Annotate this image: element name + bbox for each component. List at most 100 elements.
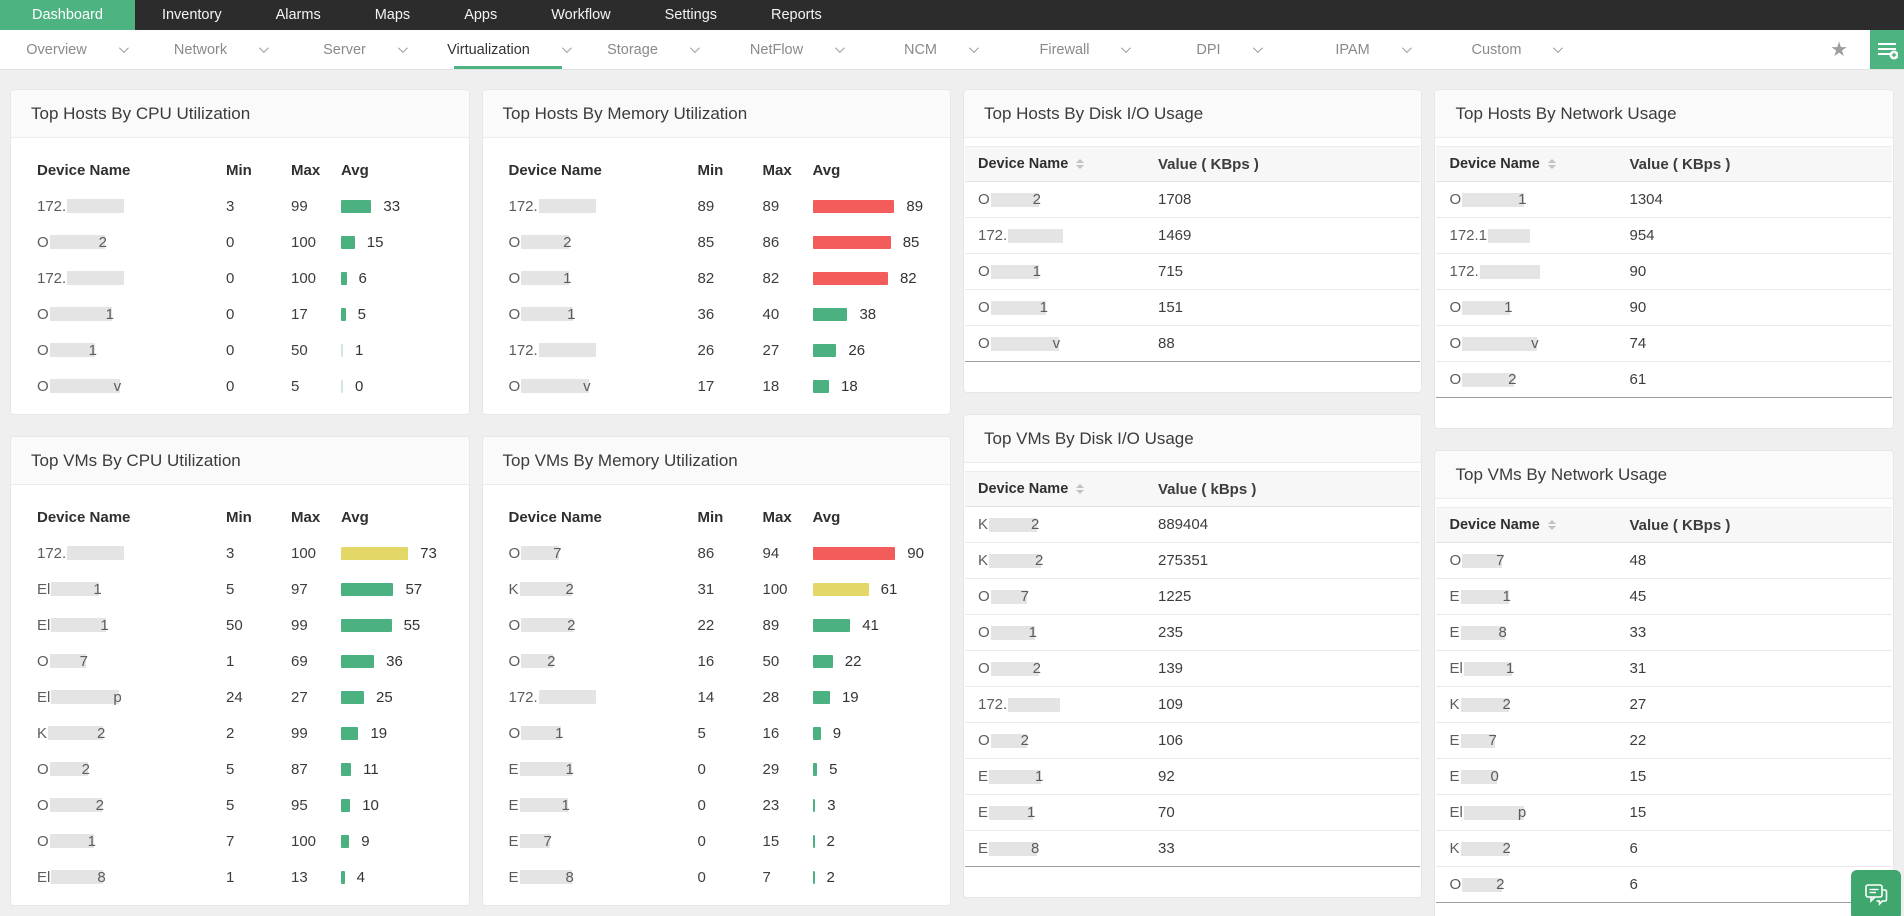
- device-name-link[interactable]: O 2: [37, 234, 226, 251]
- device-name-link[interactable]: 172.1: [1449, 227, 1531, 244]
- tab-overview[interactable]: Overview: [4, 30, 148, 69]
- device-name-link[interactable]: O 2: [37, 761, 226, 778]
- tab-server[interactable]: Server: [292, 30, 436, 69]
- device-name-link[interactable]: O 1: [978, 263, 1041, 280]
- device-name-link[interactable]: K 2: [37, 725, 226, 742]
- chevron-down-icon[interactable]: [118, 43, 129, 54]
- device-name-link[interactable]: O 1: [978, 299, 1048, 316]
- nav-item-alarms[interactable]: Alarms: [275, 7, 321, 23]
- col-header-device[interactable]: Device Name: [1436, 517, 1629, 533]
- device-name-link[interactable]: O v: [1449, 335, 1538, 352]
- device-name-link[interactable]: E 8: [1449, 624, 1506, 641]
- device-name-link[interactable]: O 1: [37, 342, 226, 359]
- chevron-down-icon[interactable]: [561, 43, 572, 54]
- device-name-link[interactable]: E 0: [1449, 768, 1498, 785]
- device-name-link[interactable]: O 2: [1449, 876, 1504, 893]
- chevron-down-icon[interactable]: [968, 43, 979, 54]
- device-name-link[interactable]: K 2: [1449, 696, 1510, 713]
- col-header-value[interactable]: Value ( KBps ): [1629, 516, 1731, 534]
- device-name-link[interactable]: O 1: [509, 725, 698, 742]
- device-name-link[interactable]: 172.: [509, 342, 698, 359]
- device-name-link[interactable]: O 7: [1449, 552, 1504, 569]
- device-name-link[interactable]: El p: [37, 689, 226, 706]
- nav-item-settings[interactable]: Settings: [664, 7, 718, 23]
- device-name-link[interactable]: E 1: [1449, 588, 1510, 605]
- device-name-link[interactable]: O 1: [978, 624, 1037, 641]
- device-name-link[interactable]: K 2: [1449, 840, 1510, 857]
- device-name-link[interactable]: El 8: [37, 869, 226, 886]
- device-name-link[interactable]: O 2: [509, 234, 698, 251]
- device-name-link[interactable]: E 7: [1449, 732, 1496, 749]
- chevron-down-icon[interactable]: [1121, 43, 1132, 54]
- device-name-link[interactable]: O 2: [1449, 371, 1516, 388]
- device-name-link[interactable]: E 7: [509, 833, 698, 850]
- device-name-link[interactable]: O 2: [37, 797, 226, 814]
- device-name-link[interactable]: 172.: [978, 227, 1064, 244]
- tab-virtualization[interactable]: Virtualization: [436, 30, 580, 69]
- device-name-link[interactable]: 172.: [37, 270, 226, 287]
- device-name-link[interactable]: O 1: [509, 306, 698, 323]
- dashboard-list-button[interactable]: [1870, 30, 1904, 69]
- device-name-link[interactable]: O 1: [1449, 299, 1512, 316]
- sort-icon[interactable]: [1076, 484, 1085, 494]
- col-header-device[interactable]: Device Name: [965, 156, 1158, 172]
- chevron-down-icon[interactable]: [689, 43, 700, 54]
- chevron-down-icon[interactable]: [259, 43, 269, 54]
- tab-ncm[interactable]: NCM: [868, 30, 1012, 69]
- device-name-link[interactable]: 172.: [37, 545, 226, 562]
- device-name-link[interactable]: E 1: [978, 804, 1035, 821]
- device-name-link[interactable]: E 1: [509, 797, 698, 814]
- tab-dpi[interactable]: DPI: [1156, 30, 1300, 69]
- device-name-link[interactable]: E 1: [509, 761, 698, 778]
- device-name-link[interactable]: El 1: [1449, 660, 1514, 677]
- device-name-link[interactable]: E 1: [978, 768, 1043, 785]
- tab-ipam[interactable]: IPAM: [1300, 30, 1444, 69]
- col-header-value[interactable]: Value ( KBps ): [1157, 155, 1259, 173]
- nav-item-apps[interactable]: Apps: [464, 7, 498, 23]
- nav-item-workflow[interactable]: Workflow: [551, 7, 611, 23]
- device-name-link[interactable]: O 2: [978, 732, 1029, 749]
- device-name-link[interactable]: K 2: [978, 516, 1039, 533]
- device-name-link[interactable]: O 2: [509, 653, 698, 670]
- tab-custom[interactable]: Custom: [1444, 30, 1588, 69]
- device-name-link[interactable]: E 8: [509, 869, 698, 886]
- device-name-link[interactable]: 172.: [37, 198, 226, 215]
- chevron-down-icon[interactable]: [397, 43, 408, 54]
- device-name-link[interactable]: O 7: [37, 653, 226, 670]
- chevron-down-icon[interactable]: [1252, 43, 1263, 54]
- sort-icon[interactable]: [1547, 520, 1556, 530]
- col-header-value[interactable]: Value ( KBps ): [1629, 155, 1731, 173]
- device-name-link[interactable]: O 2: [978, 660, 1041, 677]
- favorite-star-icon[interactable]: ★: [1830, 39, 1848, 61]
- tab-netflow[interactable]: NetFlow: [724, 30, 868, 69]
- tab-storage[interactable]: Storage: [580, 30, 724, 69]
- device-name-link[interactable]: E 8: [978, 840, 1039, 857]
- device-name-link[interactable]: 172.: [509, 198, 698, 215]
- device-name-link[interactable]: K 2: [509, 581, 698, 598]
- device-name-link[interactable]: El 1: [37, 581, 226, 598]
- feedback-chat-button[interactable]: [1851, 870, 1901, 916]
- device-name-link[interactable]: O v: [509, 378, 698, 395]
- device-name-link[interactable]: El 1: [37, 617, 226, 634]
- nav-item-maps[interactable]: Maps: [374, 7, 411, 23]
- nav-item-dashboard[interactable]: Dashboard: [0, 0, 135, 30]
- device-name-link[interactable]: O 1: [1449, 191, 1526, 208]
- col-header-device[interactable]: Device Name: [965, 481, 1158, 497]
- device-name-link[interactable]: K 2: [978, 552, 1043, 569]
- chevron-down-icon[interactable]: [1401, 43, 1412, 54]
- tab-network[interactable]: Network: [148, 30, 292, 69]
- chevron-down-icon[interactable]: [835, 43, 845, 54]
- device-name-link[interactable]: O 2: [978, 191, 1041, 208]
- device-name-link[interactable]: O 7: [509, 545, 698, 562]
- device-name-link[interactable]: 172.: [1449, 263, 1540, 280]
- sort-icon[interactable]: [1076, 159, 1085, 169]
- device-name-link[interactable]: O 7: [978, 588, 1029, 605]
- device-name-link[interactable]: 172.: [978, 696, 1061, 713]
- device-name-link[interactable]: O v: [978, 335, 1060, 352]
- device-name-link[interactable]: 172.: [509, 689, 698, 706]
- chevron-down-icon[interactable]: [1553, 43, 1564, 54]
- device-name-link[interactable]: O v: [37, 378, 226, 395]
- device-name-link[interactable]: O 2: [509, 617, 698, 634]
- device-name-link[interactable]: O 1: [37, 833, 226, 850]
- device-name-link[interactable]: O 1: [37, 306, 226, 323]
